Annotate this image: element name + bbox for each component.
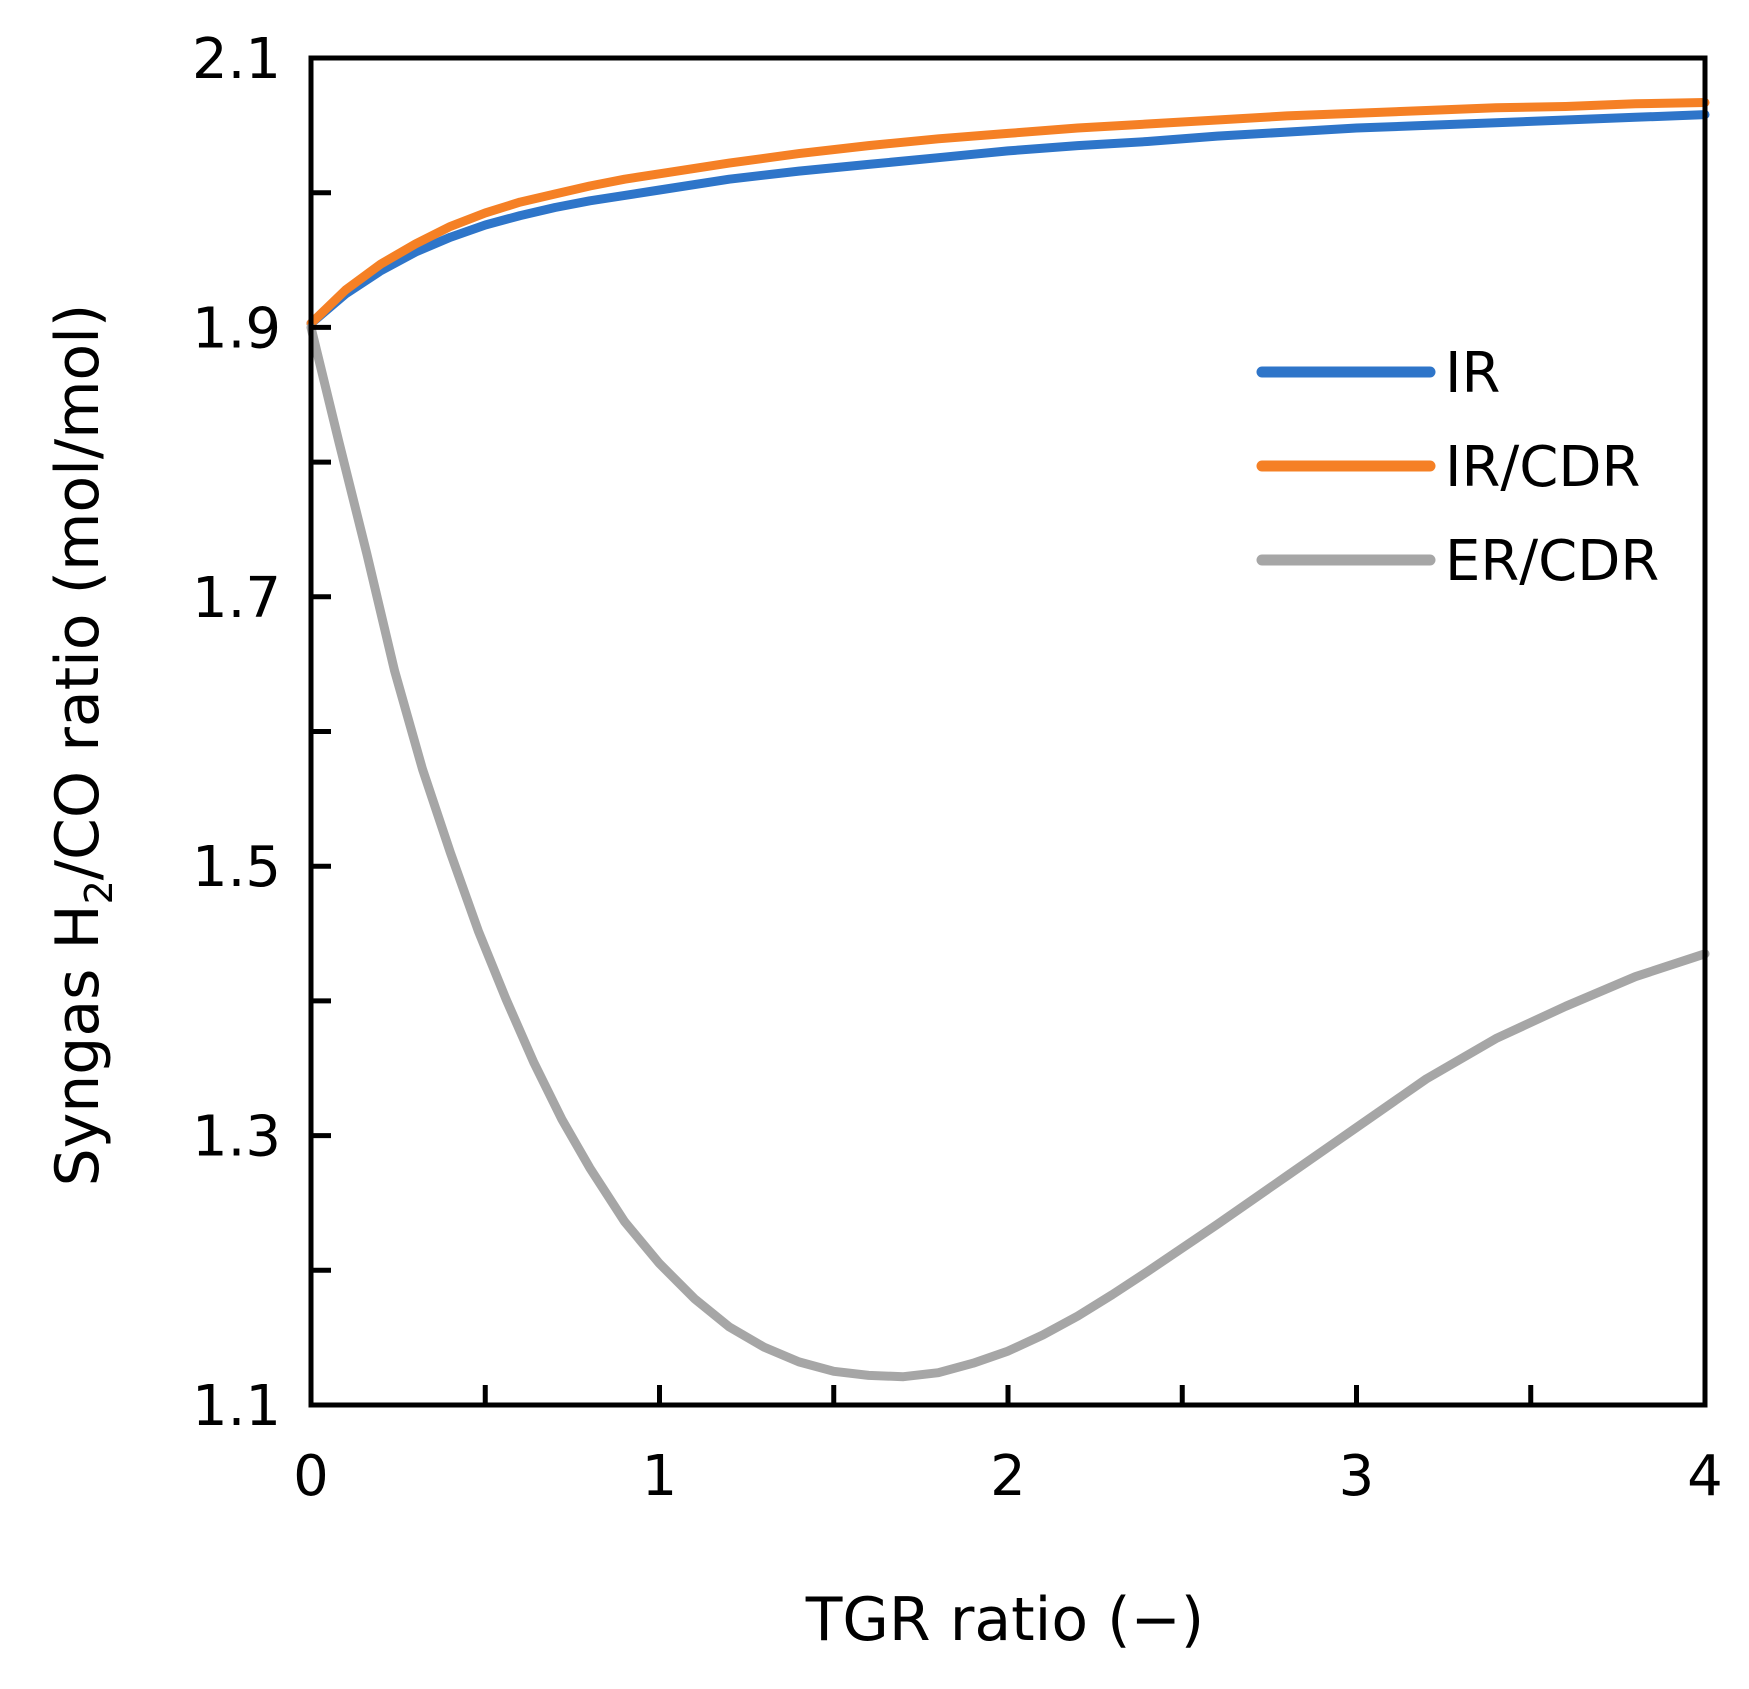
series-line-ir: [306, 110, 1710, 328]
y-tick-label: 1.7: [192, 566, 281, 631]
y-axis-title-prefix: Syngas H: [43, 904, 113, 1186]
tick-labels-layer: 0 1 2 3 4 1.1 1.3 1.5 1.7 1.9 2.1: [192, 27, 1723, 1509]
series-layer: [306, 98, 1710, 1382]
y-tick-label: 1.3: [192, 1105, 281, 1170]
x-tick-label: 4: [1687, 1444, 1723, 1509]
x-tick-label: 2: [990, 1444, 1026, 1509]
series-line-ir-cdr: [306, 98, 1710, 328]
y-axis-title-subscript: 2: [77, 880, 121, 904]
legend-label-ir: IR: [1445, 341, 1500, 406]
y-tick-label: 1.5: [192, 835, 281, 900]
x-tick-label: 1: [642, 1444, 678, 1509]
x-tick-label: 3: [1339, 1444, 1375, 1509]
plot-area-frame: [308, 55, 1708, 1408]
legend: IR IR/CDR ER/CDR: [1256, 341, 1659, 594]
x-axis-title: TGR ratio (−): [805, 1585, 1204, 1655]
y-axis-title-suffix: /CO ratio (mol/mol): [43, 304, 113, 881]
legend-label-er-cdr: ER/CDR: [1445, 529, 1659, 594]
series-line-er-cdr: [306, 322, 1710, 1382]
y-tick-label: 2.1: [192, 27, 281, 92]
y-tick-label: 1.9: [192, 296, 281, 361]
legend-label-ir-cdr: IR/CDR: [1445, 435, 1640, 500]
y-axis-title: Syngas H2/CO ratio (mol/mol): [43, 304, 121, 1187]
ticks-layer: [308, 55, 1708, 1408]
x-tick-label: 0: [293, 1444, 329, 1509]
y-tick-label: 1.1: [192, 1374, 281, 1439]
